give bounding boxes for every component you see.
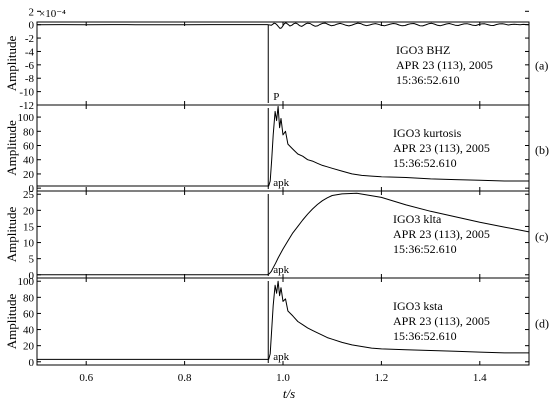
panel-annotation: IGO3 BHZ: [396, 43, 450, 57]
y-tick-label: 80: [23, 292, 35, 304]
y-tick-label: 10: [23, 238, 35, 250]
y-tick-label: 20: [23, 341, 35, 353]
panel-annotation: 15:36:52.610: [393, 329, 457, 343]
y-tick-label: 20: [23, 205, 35, 217]
y-tick-label: 40: [23, 325, 35, 337]
panel-annotation: 15:36:52.610: [393, 242, 457, 256]
y-tick-label: -12: [19, 100, 34, 112]
x-tick-label: 1.0: [276, 372, 290, 384]
panel-1: 100 80 60 40 20 0 Amplitude apk IGO3 kurtosisAPR…: [4, 104, 549, 195]
y-tick-label: 25: [23, 189, 35, 201]
pick-label: apk: [273, 264, 289, 276]
x-tick-label: 0.8: [178, 372, 192, 384]
y-tick-label: 5: [29, 254, 35, 266]
panel-tag: (a): [535, 59, 548, 73]
panel-annotation: IGO3 klta: [393, 212, 442, 226]
y-tick-label: -8: [25, 73, 35, 85]
y-tick-label: 60: [23, 141, 35, 153]
panel-annotation: IGO3 kurtosis: [393, 126, 462, 140]
panel-annotation: APR 23 (113), 2005: [396, 58, 493, 72]
y-tick-label: 2: [29, 6, 35, 18]
y-tick-label: 15: [23, 221, 35, 233]
panel-annotation: APR 23 (113), 2005: [393, 314, 490, 328]
x-axis-label: t/s: [283, 386, 295, 401]
x-axis: 0.6 0.8 1.0 1.2 1.4: [79, 372, 487, 384]
pick-label: apk: [273, 351, 289, 363]
pick-label: P: [273, 91, 279, 103]
panel-tag: (b): [535, 143, 549, 157]
y-tick-label: 100: [18, 276, 35, 288]
y-tick-label: -10: [19, 87, 34, 99]
y-tick-label: -2: [25, 33, 34, 45]
panel-tag: (c): [535, 230, 548, 244]
x-tick-label: 1.4: [473, 372, 487, 384]
y-tick-label: 0: [29, 270, 35, 282]
panel-annotation: APR 23 (113), 2005: [393, 141, 490, 155]
x-tick-label: 0.6: [79, 372, 93, 384]
y-tick-label: 0: [29, 20, 35, 32]
y-scale-label: ×10⁻⁴: [39, 8, 66, 20]
panel-annotation: 15:36:52.610: [393, 156, 457, 170]
y-axis-label: Amplitude: [4, 206, 19, 262]
y-axis-label: Amplitude: [4, 120, 19, 176]
series-line: [36, 22, 530, 29]
y-tick-label: -4: [25, 46, 35, 58]
y-tick-label: 0: [29, 357, 35, 369]
y-axis-label: Amplitude: [4, 35, 19, 91]
y-tick-label: 20: [23, 169, 35, 181]
y-tick-label: 60: [23, 308, 35, 320]
panel-annotation: 15:36:52.610: [396, 73, 460, 87]
series-line: [37, 192, 530, 276]
y-axis-label: Amplitude: [4, 293, 19, 349]
y-tick-label: -6: [25, 60, 35, 72]
y-tick-label: 100: [18, 112, 35, 124]
y-tick-label: 40: [23, 155, 35, 167]
panel-tag: (d): [535, 317, 549, 331]
y-tick-label: 80: [23, 126, 35, 138]
panel-annotation: IGO3 ksta: [393, 299, 443, 313]
x-tick-label: 1.2: [375, 372, 389, 384]
panel-annotation: APR 23 (113), 2005: [393, 227, 490, 241]
pick-label: apk: [273, 177, 289, 189]
y-tick-label: 0: [29, 183, 35, 195]
